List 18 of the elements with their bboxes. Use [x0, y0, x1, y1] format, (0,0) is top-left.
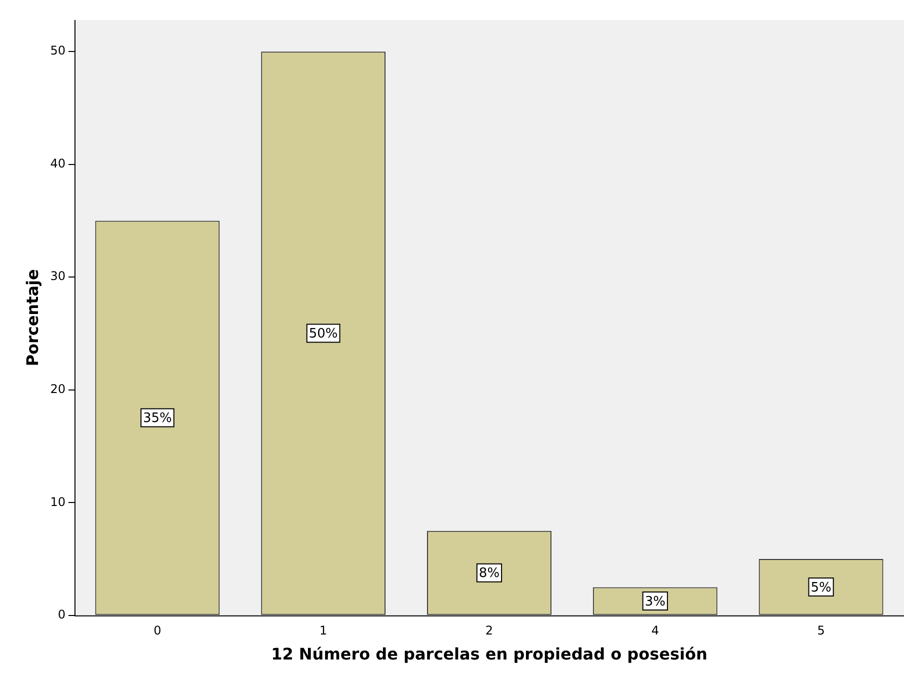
x-axis-title: 12 Número de parcelas en propiedad o posesión [271, 644, 708, 664]
data-label: 3% [644, 594, 666, 610]
y-tick-label: 50 [50, 44, 66, 58]
y-axis-title: Porcentaje [22, 268, 42, 366]
x-tick-label: 5 [817, 624, 825, 638]
y-tick-label: 0 [58, 608, 66, 622]
y-tick-label: 40 [50, 156, 66, 170]
y-tick-label: 10 [50, 494, 66, 509]
x-tick-label: 2 [485, 624, 494, 638]
data-label: 8% [478, 566, 500, 582]
y-tick-label: 20 [50, 382, 66, 396]
x-tick-label: 1 [320, 624, 328, 638]
x-tick-label: 0 [154, 624, 162, 638]
data-label: 5% [810, 580, 832, 596]
data-label: 35% [142, 411, 172, 426]
data-label: 50% [308, 326, 338, 342]
x-tick-label: 4 [651, 624, 659, 638]
y-tick-label: 30 [50, 269, 66, 284]
